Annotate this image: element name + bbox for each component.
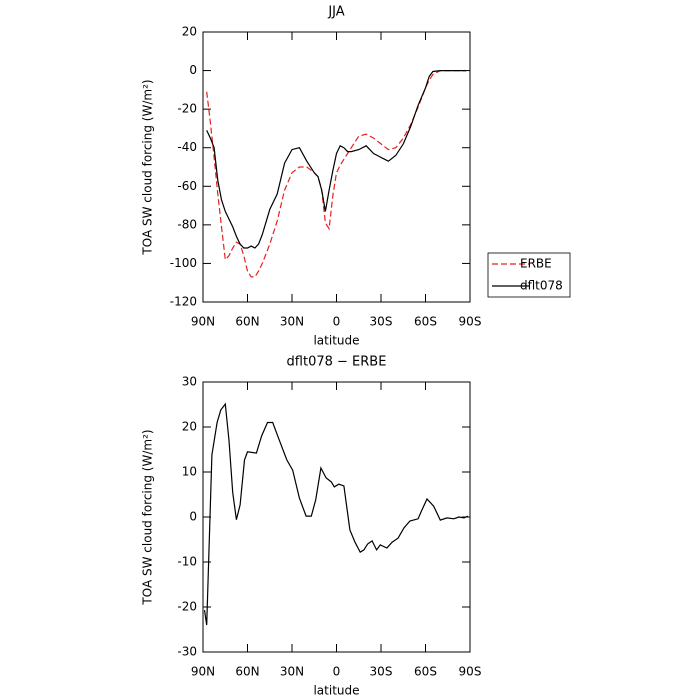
x-tick-label: 90N	[191, 665, 215, 679]
x-axis-label: latitude	[313, 334, 359, 348]
y-tick-label: 20	[182, 25, 197, 39]
x-tick-label: 60S	[414, 315, 437, 329]
data-line	[206, 70, 467, 278]
x-tick-label: 30S	[370, 315, 393, 329]
legend-box	[487, 252, 571, 298]
x-tick-label: 0	[333, 665, 341, 679]
y-tick-label: -20	[177, 600, 197, 614]
y-tick-label: 20	[182, 420, 197, 434]
y-tick-label: -120	[170, 295, 197, 309]
x-tick-label: 0	[333, 315, 341, 329]
x-tick-label: 30S	[370, 665, 393, 679]
legend-label: ERBE	[520, 257, 552, 271]
x-tick-label: 30N	[280, 665, 304, 679]
x-tick-label: 60S	[414, 665, 437, 679]
y-tick-label: -100	[170, 256, 197, 270]
x-tick-label: 60N	[235, 315, 259, 329]
y-tick-label: 30	[182, 375, 197, 389]
x-tick-label: 90S	[459, 315, 482, 329]
x-axis-label: latitude	[313, 684, 359, 698]
plot-frame	[202, 381, 471, 653]
y-tick-label: -40	[177, 140, 197, 154]
chart-title: dflt078 − ERBE	[287, 355, 387, 370]
y-tick-label: -20	[177, 102, 197, 116]
data-line	[206, 70, 467, 249]
y-axis-label: TOA SW cloud forcing (W/m²)	[141, 429, 155, 605]
y-tick-label: 0	[189, 63, 197, 77]
x-tick-label: 90S	[459, 665, 482, 679]
plot-frame	[202, 31, 471, 303]
y-tick-label: -10	[177, 555, 197, 569]
chart-title: JJA	[327, 5, 344, 20]
y-axis-label: TOA SW cloud forcing (W/m²)	[141, 79, 155, 255]
y-tick-label: -80	[177, 217, 197, 231]
data-line	[203, 402, 469, 626]
y-tick-label: -30	[177, 645, 197, 659]
x-tick-label: 60N	[235, 665, 259, 679]
x-tick-label: 30N	[280, 315, 304, 329]
y-tick-label: 10	[182, 465, 197, 479]
x-tick-label: 90N	[191, 315, 215, 329]
y-tick-label: 0	[189, 510, 197, 524]
y-tick-label: -60	[177, 179, 197, 193]
legend-label: dflt078	[520, 279, 563, 293]
